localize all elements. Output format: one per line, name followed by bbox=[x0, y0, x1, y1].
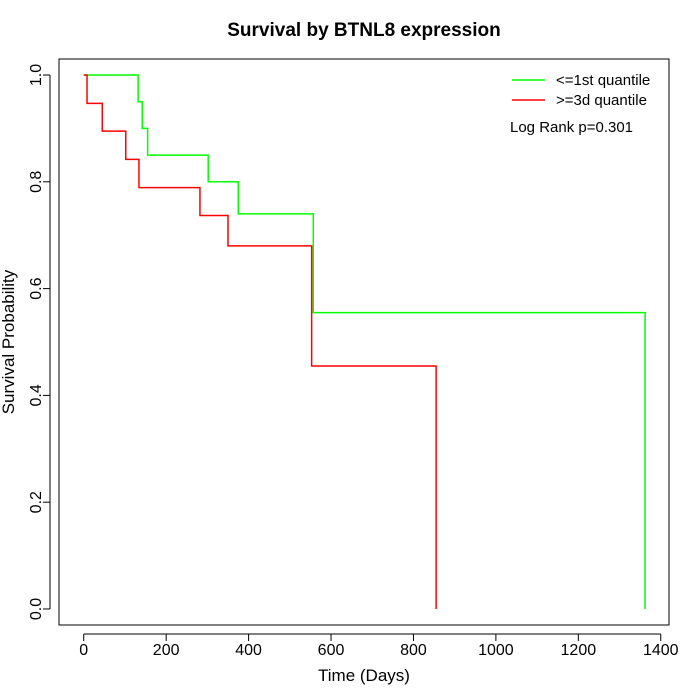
legend-label: <=1st quantile bbox=[556, 72, 650, 89]
survival-curve-1 bbox=[83, 74, 646, 609]
plot-frame bbox=[58, 58, 670, 626]
y-tick-label: 1.0 bbox=[28, 64, 45, 86]
y-tick-label: 0.8 bbox=[28, 171, 45, 193]
x-tick-label: 1000 bbox=[478, 642, 514, 659]
y-tick-label: 0.2 bbox=[28, 491, 45, 513]
x-tick-label: 0 bbox=[79, 642, 88, 659]
x-tick-label: 1400 bbox=[643, 642, 679, 659]
series-layer bbox=[83, 74, 646, 609]
x-tick-label: 200 bbox=[153, 642, 180, 659]
x-axis: 0 200 400 600 800 1000 1200 1400 bbox=[79, 633, 679, 659]
x-tick-label: 600 bbox=[318, 642, 345, 659]
x-tick-label: 400 bbox=[235, 642, 262, 659]
log-rank-annotation: Log Rank p=0.301 bbox=[510, 119, 633, 136]
x-tick-label: 1200 bbox=[561, 642, 597, 659]
y-tick-label: 0.6 bbox=[28, 277, 45, 299]
chart-title: Survival by BTNL8 expression bbox=[227, 20, 501, 41]
x-tick-label: 800 bbox=[400, 642, 427, 659]
y-axis: 0.0 0.2 0.4 0.6 0.8 1.0 bbox=[28, 64, 51, 620]
y-axis-label: Survival Probability bbox=[0, 269, 18, 414]
legend: <=1st quantile >=3d quantile bbox=[512, 72, 650, 109]
survival-curve-2 bbox=[83, 74, 437, 609]
y-tick-label: 0.4 bbox=[28, 384, 45, 406]
x-axis-label: Time (Days) bbox=[318, 666, 410, 685]
legend-label: >=3d quantile bbox=[556, 92, 647, 109]
y-tick-label: 0.0 bbox=[28, 598, 45, 620]
